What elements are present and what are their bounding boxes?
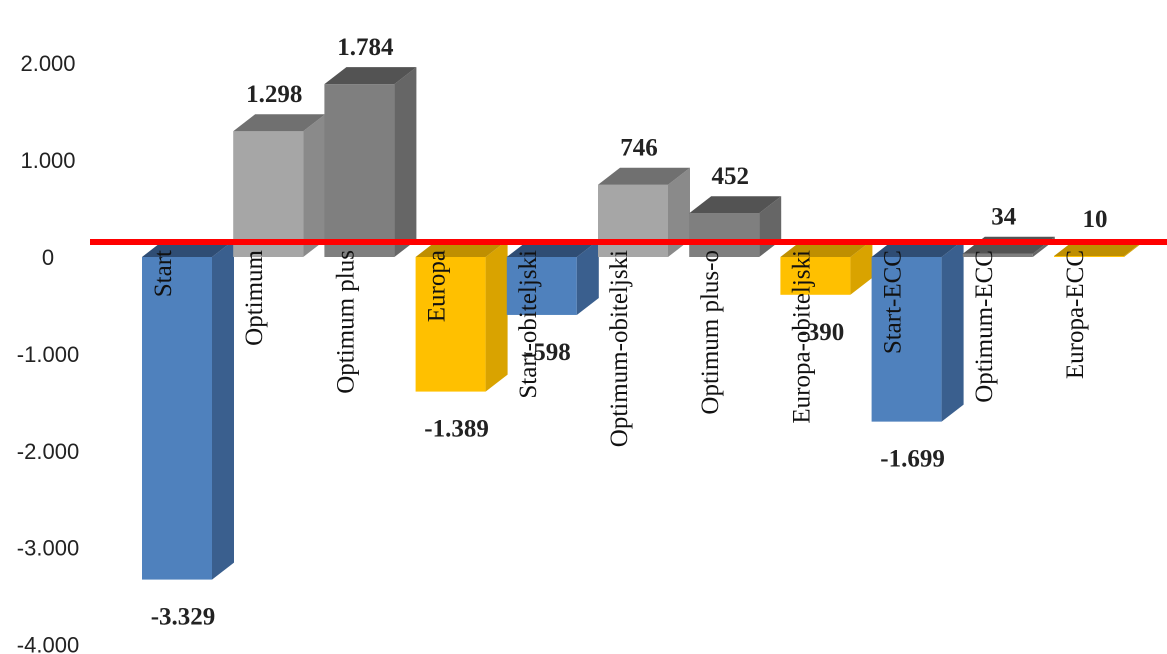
bar-front [142, 257, 212, 580]
y-tick-label: -3.000 [17, 536, 79, 561]
bar-front [780, 257, 851, 295]
bar-side [576, 240, 599, 315]
bar-side [303, 114, 326, 257]
category-label: Start [150, 250, 177, 297]
data-label: 10 [1083, 206, 1108, 233]
bar-front [598, 184, 668, 257]
bar-side [212, 240, 234, 580]
bar-front [324, 84, 395, 257]
bar-front [962, 253, 1033, 257]
data-label: -390 [798, 319, 844, 346]
data-label: 746 [620, 135, 658, 162]
bar-side [941, 240, 964, 422]
data-label: -598 [525, 339, 571, 366]
y-tick-label: 1.000 [20, 148, 75, 173]
y-tick-label: 0 [42, 245, 54, 270]
category-label: Europa-obiteljski [788, 250, 815, 424]
y-tick-label: -1.000 [17, 342, 79, 367]
y-tick-label: -4.000 [17, 633, 79, 654]
category-label: Start-obiteljski [515, 250, 542, 399]
y-axis: 2.000 1.000 0 -1.000 -2.000 -3.000 -4.000 [17, 51, 79, 654]
bar-front [506, 257, 577, 315]
category-label: Optimum plus [332, 250, 359, 394]
data-label: -1.389 [424, 416, 489, 443]
bar-front [233, 131, 304, 257]
bar [689, 196, 782, 257]
category-label: Start-ECC [880, 250, 907, 354]
data-label: -1.699 [880, 446, 945, 473]
category-label: Optimum [241, 249, 268, 345]
category-label: Optimum-ECC [971, 250, 998, 403]
bar-top [598, 167, 690, 185]
bar-front [415, 257, 486, 392]
data-labels: -3.329 1.298 1.784 -1.389 -598 746 452 -390 -1.6… [151, 34, 1108, 630]
bar-front [689, 213, 760, 257]
bar [324, 67, 417, 257]
category-label: Europa [424, 250, 451, 322]
bar-top [689, 196, 782, 214]
data-label: 1.298 [246, 81, 302, 108]
y-tick-label: 2.000 [20, 51, 75, 76]
bar-side [668, 167, 690, 257]
data-label: -3.329 [151, 604, 216, 631]
y-tick-label: -2.000 [17, 439, 79, 464]
data-label: 34 [991, 204, 1017, 231]
category-label: Optimum plus-o [697, 250, 724, 415]
bar-front [871, 257, 942, 422]
data-label: 452 [711, 163, 749, 190]
bar-front [1054, 256, 1124, 257]
bar-side [485, 240, 508, 392]
bar-top [233, 114, 326, 132]
bar-top [324, 67, 417, 85]
category-label: Europa-ECC [1062, 250, 1089, 379]
bar-side [850, 240, 873, 295]
category-label: Optimum-obiteljski [606, 250, 633, 447]
bar [233, 114, 326, 257]
category-labels: Start Optimum Optimum plus Europa Start-obit… [150, 249, 1089, 447]
bar-side [394, 67, 417, 257]
data-label: 1.784 [337, 34, 394, 61]
